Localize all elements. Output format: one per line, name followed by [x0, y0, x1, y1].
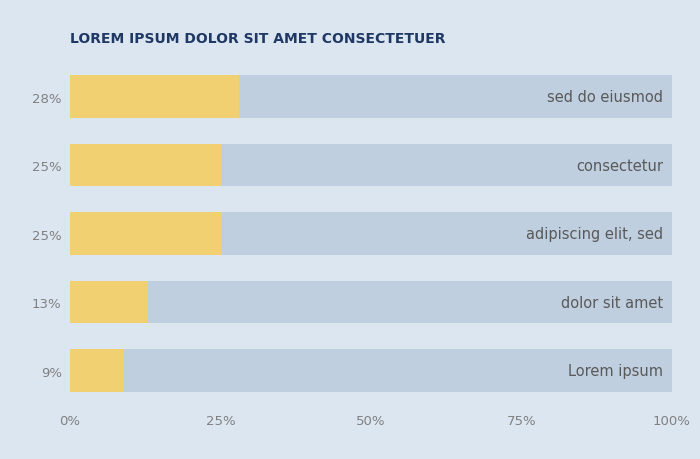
Text: consectetur: consectetur	[576, 158, 663, 173]
Bar	[220, 213, 672, 255]
Text: sed do eiusmod: sed do eiusmod	[547, 90, 663, 105]
Bar	[124, 350, 672, 392]
Bar	[70, 281, 148, 324]
Text: Lorem ipsum: Lorem ipsum	[568, 364, 663, 378]
Bar	[70, 213, 220, 255]
Bar	[70, 350, 124, 392]
Text: LOREM IPSUM DOLOR SIT AMET CONSECTETUER: LOREM IPSUM DOLOR SIT AMET CONSECTETUER	[70, 32, 445, 46]
Text: dolor sit amet: dolor sit amet	[561, 295, 663, 310]
Bar	[70, 145, 220, 187]
Bar	[239, 76, 672, 118]
Bar	[148, 281, 672, 324]
Text: adipiscing elit, sed: adipiscing elit, sed	[526, 227, 663, 241]
Bar	[220, 145, 672, 187]
Bar	[70, 76, 239, 118]
